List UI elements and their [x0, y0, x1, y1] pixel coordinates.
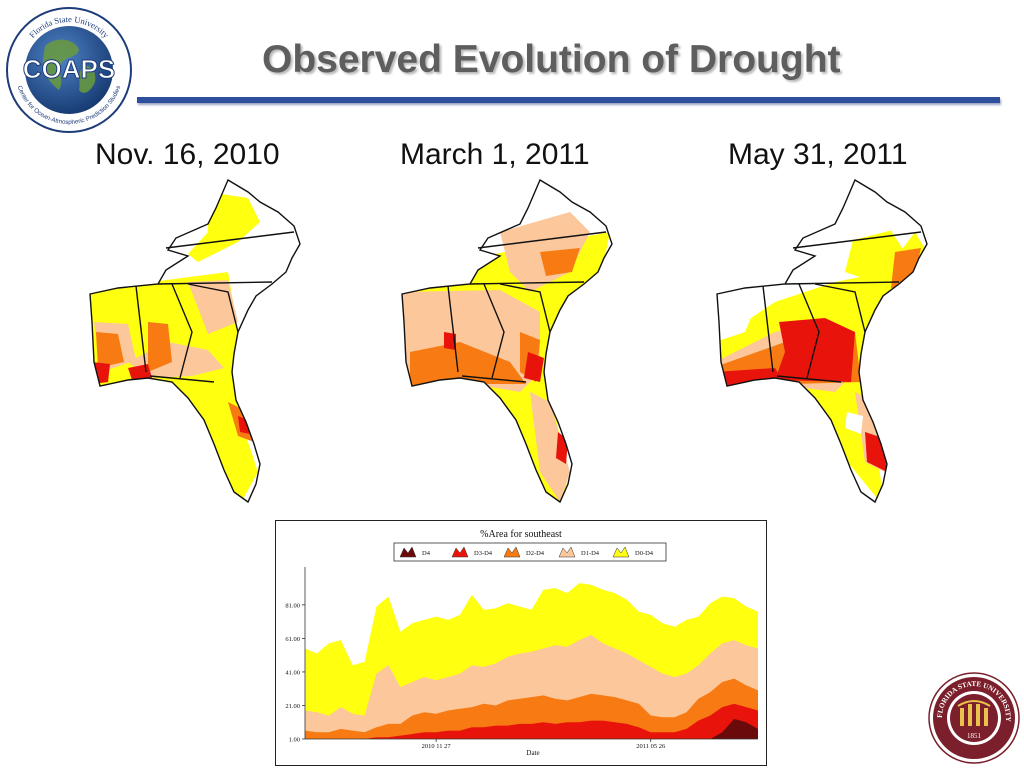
legend-swatch	[612, 546, 630, 558]
chart-title: %Area for southeast	[480, 529, 562, 540]
map-label-nov-2010: Nov. 16, 2010	[95, 138, 280, 171]
y-tick-label: 61.00	[285, 636, 300, 643]
title-underline	[137, 97, 1000, 103]
area-series-d2-d4	[305, 678, 758, 739]
legend-label: D3-D4	[474, 550, 493, 557]
southeast-drought-map-icon	[401, 178, 613, 504]
legend-swatch	[399, 546, 417, 558]
legend-swatch	[451, 546, 469, 558]
legend-label: D4	[422, 550, 431, 557]
y-tick-label: 41.00	[285, 669, 300, 676]
x-tick-label: 2011 05 26	[636, 743, 666, 750]
x-tick-label: 2010 11 27	[422, 743, 452, 750]
page-title: Observed Evolution of Drought	[262, 38, 841, 81]
legend-label: D0-D4	[635, 550, 654, 557]
y-tick-label: 21.00	[285, 703, 300, 710]
area-series-d3-d4	[305, 703, 758, 739]
fsu-seal-year: 1851	[967, 732, 982, 740]
coaps-logo: Florida State University Center for Ocea…	[6, 7, 132, 133]
x-axis-label: Date	[526, 749, 539, 757]
coaps-logo-text: COAPS	[23, 54, 115, 84]
fsu-seal-icon: FLORIDA STATE UNIVERSITY 1851	[928, 672, 1020, 764]
map-label-may-2011: May 31, 2011	[728, 138, 908, 171]
legend-label: D1-D4	[581, 550, 600, 557]
legend-swatch	[503, 546, 521, 558]
southeast-drought-map-icon	[89, 178, 301, 504]
southeast-drought-map-icon	[716, 178, 928, 504]
legend-label: D2-D4	[526, 550, 545, 557]
map-label-mar-2011: March 1, 2011	[400, 138, 590, 171]
area-chart: %Area for southeast D4 D3-D4 D2-D4 D1-D4 D0-…	[275, 520, 767, 766]
y-tick-label: 1.00	[289, 737, 300, 744]
legend-swatch	[558, 546, 576, 558]
y-tick-label: 81.00	[285, 602, 300, 609]
